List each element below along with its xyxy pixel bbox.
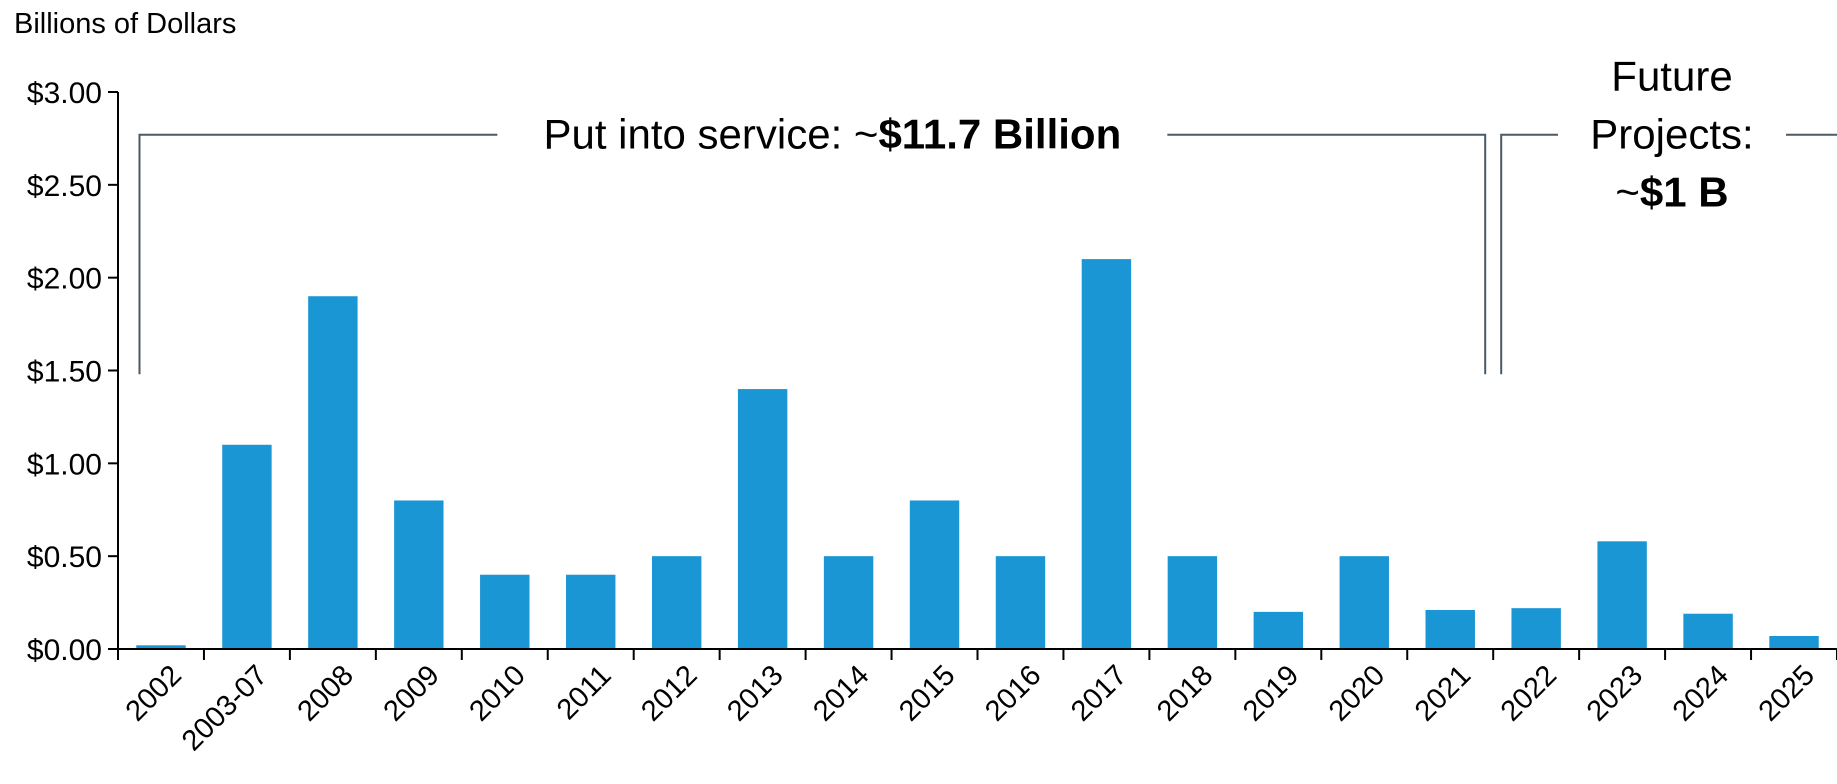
service-annotation: Put into service: ~$11.7 Billion [543, 111, 1121, 158]
future-annotation-amount: ~$1 B [1615, 169, 1728, 216]
y-tick-label: $1.00 [27, 448, 102, 481]
x-tick-label: 2009 [378, 659, 446, 727]
bar-series [136, 259, 1819, 649]
future-annotation-line1: Future [1611, 53, 1732, 100]
y-axis-label: Billions of Dollars [14, 8, 237, 40]
service-bracket [138, 133, 1487, 375]
bar [651, 556, 702, 649]
x-tick-label: 2015 [893, 659, 961, 727]
y-tick-label: $3.00 [27, 77, 102, 110]
bar [823, 556, 874, 649]
y-tick-label: $0.50 [27, 541, 102, 574]
bar [1081, 259, 1132, 649]
annotations: Put into service: ~$11.7 Billion Future … [138, 53, 1837, 375]
y-tick-label: $1.50 [27, 356, 102, 389]
y-tick-label: $2.00 [27, 263, 102, 296]
service-annotation-amount: $11.7 Billion [878, 111, 1121, 158]
x-tick-label: 2002 [120, 659, 188, 727]
bar [222, 444, 272, 649]
x-tick-label: 2003-07 [176, 659, 274, 757]
bar [1425, 610, 1475, 649]
bar [566, 574, 616, 649]
x-tick-label: 2017 [1065, 659, 1133, 727]
service-annotation-prefix: Put into service: ~ [543, 111, 878, 158]
x-tick-label: 2021 [1409, 659, 1477, 727]
bar [1597, 541, 1647, 649]
x-tick-label: 2025 [1753, 659, 1821, 727]
bar [909, 500, 960, 649]
x-tick-label: 2022 [1495, 659, 1563, 727]
y-tick-label: $0.00 [27, 634, 102, 667]
bar [1167, 556, 1218, 649]
x-tick-label: 2013 [721, 659, 789, 727]
x-tick-label: 2010 [463, 659, 531, 727]
bar [737, 389, 788, 649]
x-tick-label: 2011 [551, 659, 618, 726]
axes [117, 92, 1837, 660]
x-tick-label: 2008 [292, 659, 360, 727]
bar [1683, 613, 1733, 649]
bar [1511, 608, 1561, 649]
y-axis-ticks: $0.00 $0.50 $1.00 $1.50 $2.00 $2.50 $3.00 [27, 77, 118, 667]
y-tick-label: $2.50 [27, 170, 102, 203]
x-tick-label: 2019 [1237, 659, 1305, 727]
bar [308, 296, 358, 649]
bar [1339, 556, 1389, 649]
x-tick-label: 2023 [1581, 659, 1649, 727]
bar [1769, 636, 1819, 649]
x-tick-label: 2016 [979, 659, 1047, 727]
x-tick-label: 2014 [807, 659, 875, 727]
future-bracket [1500, 133, 1837, 375]
bar [394, 500, 444, 649]
x-tick-label: 2020 [1323, 659, 1391, 727]
bar [995, 556, 1046, 649]
x-tick-label: 2024 [1667, 659, 1735, 727]
future-annotation-prefix: ~ [1615, 169, 1640, 216]
x-tick-label: 2012 [635, 659, 703, 727]
bar [136, 645, 186, 649]
future-annotation-value: $1 B [1640, 169, 1729, 216]
bar [480, 574, 530, 649]
bar [1253, 611, 1304, 649]
future-annotation-line2: Projects: [1590, 111, 1753, 158]
x-tick-label: 2018 [1151, 659, 1219, 727]
